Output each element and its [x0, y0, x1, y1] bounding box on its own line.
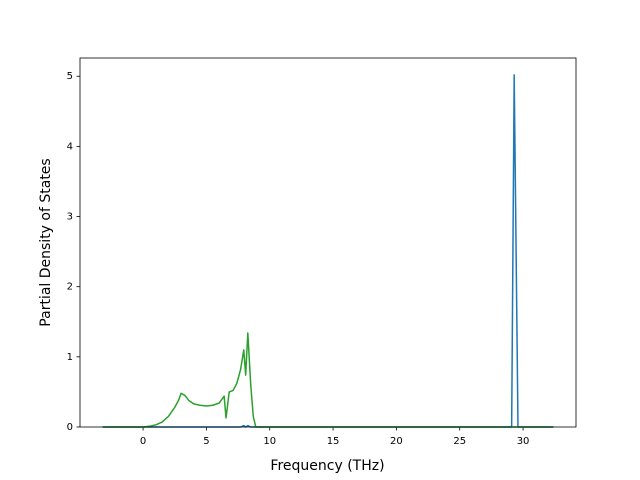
series-line: [102, 332, 554, 428]
y-tick-label: 3: [67, 212, 73, 223]
x-tick-label: 25: [453, 436, 466, 447]
y-tick-label: 4: [67, 141, 73, 152]
plot-frame: [79, 57, 577, 428]
y-tick-label: 1: [67, 352, 73, 363]
x-tick-label: 10: [263, 436, 276, 447]
x-tick-label: 15: [327, 436, 340, 447]
y-axis-label: Partial Density of States: [38, 158, 54, 326]
x-tick-label: 0: [140, 436, 146, 447]
x-tick-label: 30: [517, 436, 530, 447]
y-tick-label: 2: [67, 282, 73, 293]
x-axis-label: Frequency (THz): [270, 458, 384, 474]
x-tick-label: 5: [203, 436, 209, 447]
x-tick-label: 20: [390, 436, 403, 447]
series-line: [102, 74, 554, 428]
y-tick-label: 0: [67, 422, 73, 433]
y-tick-label: 5: [67, 71, 73, 82]
